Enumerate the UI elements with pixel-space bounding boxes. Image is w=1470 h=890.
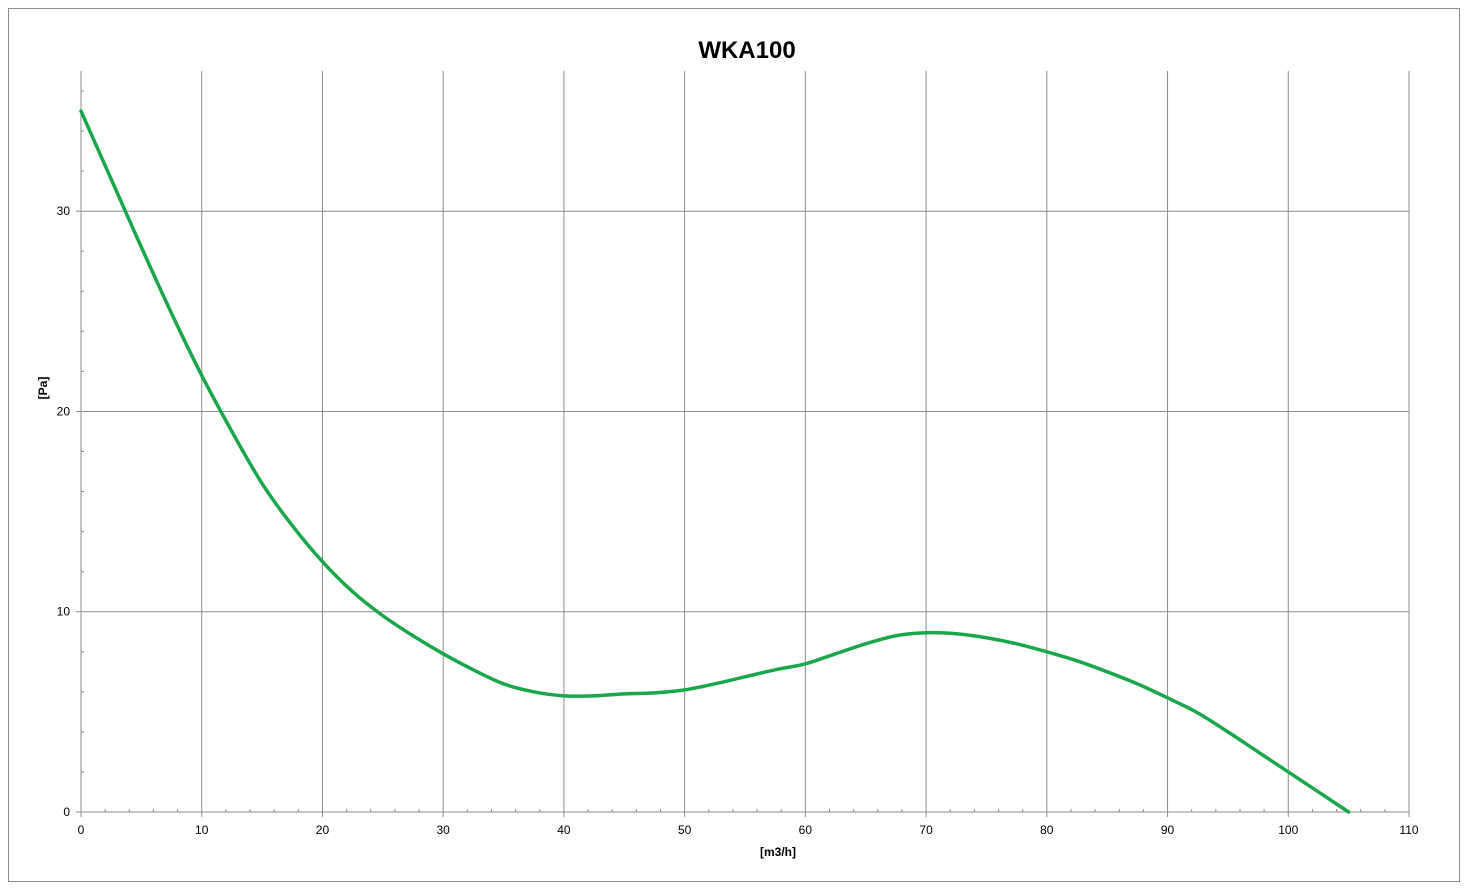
- x-tick-label: 100: [1278, 823, 1298, 837]
- x-axis-title: [m3/h]: [760, 845, 796, 859]
- x-tick-label: 40: [557, 823, 571, 837]
- x-tick-label: 60: [799, 823, 813, 837]
- x-tick-label: 70: [919, 823, 933, 837]
- x-tick-label: 90: [1161, 823, 1175, 837]
- grid-lines: [81, 71, 1410, 812]
- y-tick-label: 30: [57, 204, 71, 218]
- x-tick-label: 110: [1399, 823, 1418, 837]
- x-tick-label: 50: [678, 823, 692, 837]
- series-line: [79, 109, 1351, 814]
- chart-title: WKA100: [698, 37, 795, 64]
- x-tick-label: 30: [437, 823, 451, 837]
- chart-frame: [8, 8, 1460, 882]
- y-tick-label: 20: [57, 404, 71, 418]
- y-axis-title: [Pa]: [36, 377, 50, 400]
- x-tick-label: 10: [195, 823, 209, 837]
- axes: [76, 71, 1410, 817]
- series-layer: [79, 109, 1351, 814]
- x-tick-label: 80: [1040, 823, 1054, 837]
- tick-labels: 0 10 20 30 40 50 60 70 80 90 100 110 0 10 20 30: [57, 204, 1419, 837]
- y-tick-label: 0: [63, 805, 70, 819]
- x-tick-label: 20: [316, 823, 330, 837]
- y-tick-label: 10: [57, 605, 71, 619]
- x-tick-label: 0: [78, 823, 85, 837]
